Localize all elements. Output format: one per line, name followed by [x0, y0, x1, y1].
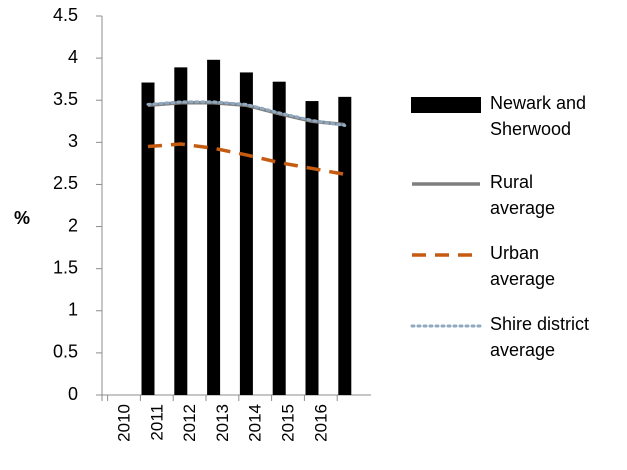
legend-key-bar [411, 97, 481, 113]
legend-label: Urban [490, 243, 539, 263]
bar [239, 72, 253, 395]
bar [338, 96, 352, 395]
legend-label: average [490, 340, 555, 360]
y-tick-label: 2 [68, 215, 78, 235]
y-tick-label: 3 [68, 131, 78, 151]
bar [141, 82, 155, 395]
bar [305, 101, 319, 395]
x-tick-label: 2015 [278, 404, 297, 442]
series-line [146, 100, 347, 127]
legend-label: Rural [490, 172, 533, 192]
x-tick-label: 2016 [311, 404, 330, 442]
bar [207, 59, 221, 395]
x-tick-label: 2011 [147, 404, 166, 441]
legend: Newark and Sherwood Rural average Urban avera… [410, 93, 589, 360]
y-tick-label: 0 [68, 384, 78, 404]
x-tick-label: 2013 [213, 404, 232, 442]
legend-label: Shire district [490, 314, 589, 334]
y-tick-label: 1.5 [53, 257, 78, 277]
bars [141, 59, 352, 396]
legend-label: average [490, 198, 555, 218]
legend-label: average [490, 269, 555, 289]
y-axis-label: % [14, 208, 30, 228]
y-tick-label: 4.5 [53, 5, 78, 25]
tick-labels: 0 0.5 1 1.5 2 2.5 3 3.5 4 4.5 2010 2011 2012 2013 2014… [53, 5, 330, 442]
axes [96, 15, 371, 401]
x-tick-label: 2012 [180, 404, 199, 442]
legend-label: Sherwood [490, 119, 571, 139]
y-tick-label: 0.5 [53, 342, 78, 362]
lines [146, 100, 347, 177]
x-tick-label: 2014 [246, 404, 265, 442]
x-tick-label: 2010 [114, 404, 133, 442]
y-tick-label: 1 [68, 300, 78, 320]
y-tick-label: 4 [68, 47, 78, 67]
legend-label: Newark and [490, 93, 586, 113]
bar [272, 81, 286, 396]
series-line [147, 142, 346, 177]
y-tick-label: 2.5 [53, 173, 78, 193]
y-tick-label: 3.5 [53, 89, 78, 109]
bar [174, 67, 188, 396]
